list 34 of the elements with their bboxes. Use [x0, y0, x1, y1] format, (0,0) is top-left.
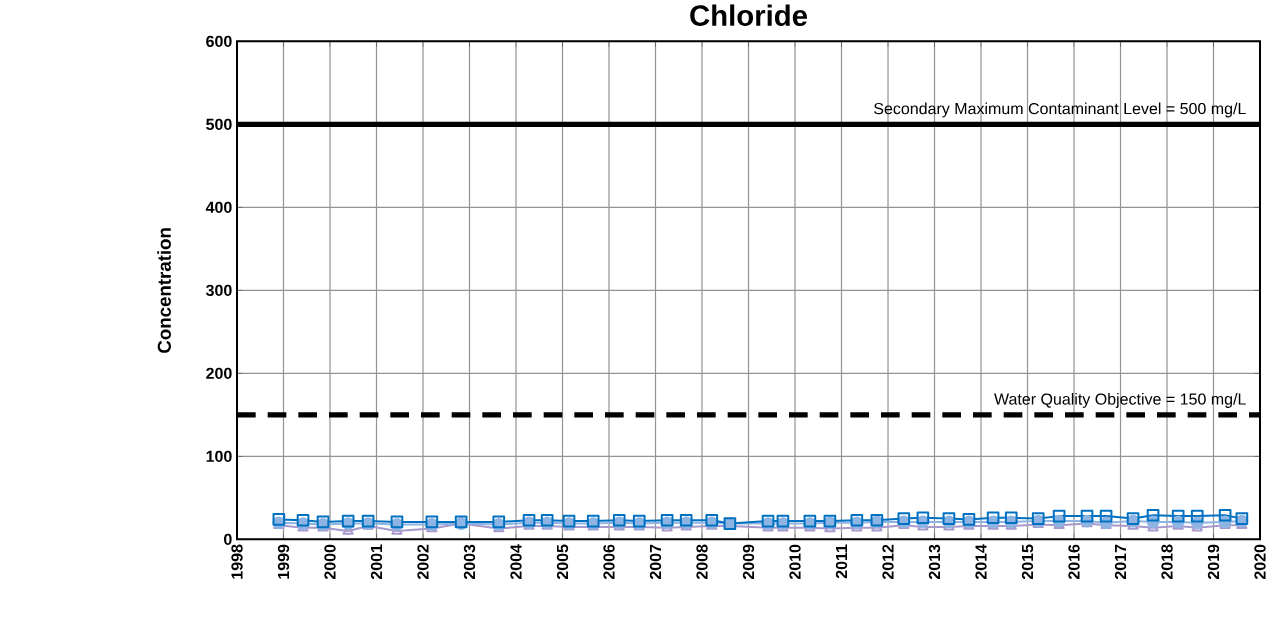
x-tick-label: 2010 — [789, 544, 801, 579]
x-tick-label: 2018 — [1161, 544, 1173, 579]
x-tick-label: 2008 — [696, 544, 708, 579]
y-axis-title: Concentration — [157, 228, 171, 353]
x-tick-label: 2013 — [928, 544, 941, 579]
x-tick-label: 2002 — [417, 544, 429, 579]
y-tick-label: 400 — [205, 201, 232, 213]
y-tick-label: 300 — [205, 284, 232, 296]
x-tick-label: 2012 — [882, 544, 894, 579]
x-tick-label: 2011 — [835, 544, 848, 579]
x-tick-label: 1999 — [277, 544, 290, 579]
x-tick-label: 2015 — [1021, 544, 1034, 579]
y-tick-label: 0 — [224, 533, 232, 545]
x-tick-label: 2004 — [510, 544, 522, 579]
y-tick-label: 600 — [206, 35, 232, 47]
x-tick-label: 2020 — [1254, 544, 1266, 579]
x-tick-label: 2019 — [1207, 544, 1220, 579]
x-tick-label: 2006 — [603, 544, 615, 579]
y-tick-label: 100 — [206, 450, 232, 462]
x-tick-label: 2009 — [742, 544, 755, 579]
x-tick-label: 2014 — [975, 544, 987, 579]
x-tick-label: 2003 — [463, 544, 476, 579]
x-tick-label: 2016 — [1068, 544, 1080, 579]
x-tick-label: 2000 — [324, 544, 336, 579]
x-tick-label: 2005 — [556, 544, 569, 579]
x-tick-label: 1998 — [231, 544, 243, 579]
ref-line-label: Secondary Maximum Contaminant Level = 500 mg/L — [874, 102, 1246, 118]
x-tick-label: 2007 — [649, 544, 662, 579]
chart-title: Chloride — [690, 4, 807, 26]
y-tick-label: 500 — [206, 118, 232, 130]
ref-line-label: Water Quality Objective = 150 mg/L — [994, 392, 1246, 408]
x-tick-label: 2001 — [370, 544, 383, 579]
y-tick-label: 200 — [206, 367, 232, 379]
x-tick-label: 2017 — [1114, 544, 1127, 579]
